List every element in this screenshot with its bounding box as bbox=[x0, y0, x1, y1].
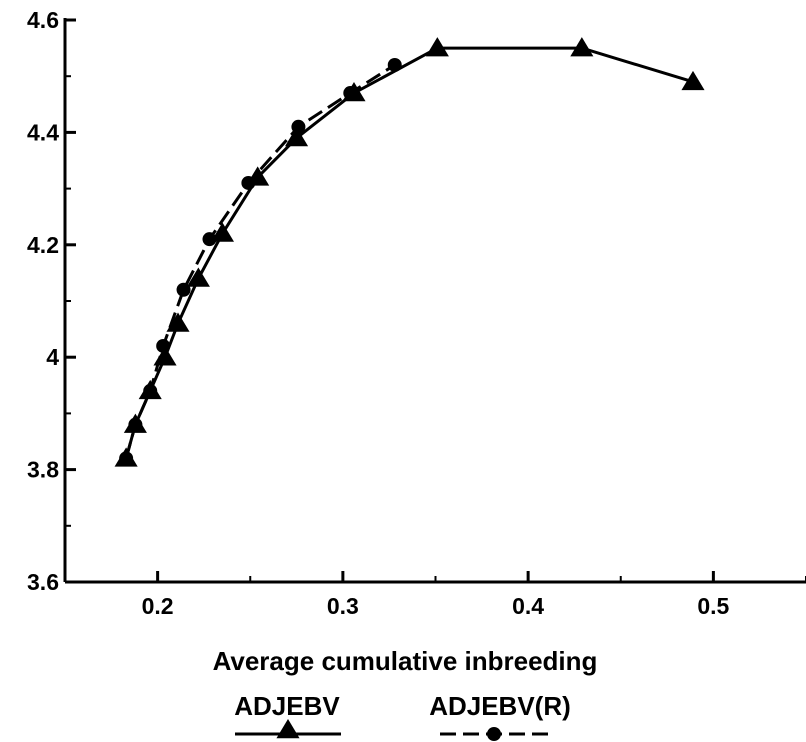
x-tick-label: 0.5 bbox=[697, 593, 729, 619]
series-line bbox=[124, 63, 396, 459]
legend-item: ADJEBV(R) bbox=[429, 691, 571, 741]
data-point-triangle bbox=[681, 70, 705, 91]
data-point-triangle bbox=[425, 37, 449, 57]
y-tick-label: 4 bbox=[46, 344, 59, 370]
data-point-triangle bbox=[166, 312, 190, 332]
data-point-triangle bbox=[138, 379, 162, 400]
legend-marker-triangle bbox=[276, 719, 300, 739]
series-layer bbox=[114, 37, 705, 467]
data-point-triangle bbox=[210, 222, 235, 242]
x-tick-label: 0.2 bbox=[142, 593, 174, 619]
data-point-triangle bbox=[342, 82, 366, 102]
x-tick-label: 0.4 bbox=[512, 593, 544, 619]
y-tick-label: 4.2 bbox=[27, 232, 59, 258]
data-point-triangle bbox=[186, 267, 210, 287]
y-tick-label: 4.6 bbox=[27, 7, 59, 33]
data-point-circle bbox=[202, 232, 217, 247]
data-point-circle bbox=[176, 282, 191, 297]
legend-label: ADJEBV bbox=[234, 691, 340, 721]
legend-label: ADJEBV(R) bbox=[429, 691, 571, 721]
legend: ADJEBV ADJEBV(R) bbox=[234, 691, 571, 741]
series-line bbox=[124, 46, 694, 459]
axes: 3.6 3.8 4 4.2 4.4 4.6 0.2 0.3 0.4 0.5 bbox=[27, 7, 806, 619]
series-adjebv-r bbox=[119, 57, 402, 466]
y-tick-label: 3.8 bbox=[27, 457, 59, 483]
data-point-triangle bbox=[123, 413, 147, 433]
y-tick-label: 4.4 bbox=[27, 119, 59, 145]
y-tick-label: 3.6 bbox=[27, 569, 59, 595]
data-point-triangle bbox=[153, 346, 177, 366]
data-point-triangle bbox=[246, 166, 270, 186]
legend-marker-circle bbox=[487, 727, 501, 741]
legend-item: ADJEBV bbox=[234, 691, 341, 739]
data-point-triangle bbox=[114, 447, 138, 467]
data-point-triangle bbox=[285, 127, 309, 147]
series-adjebv bbox=[114, 37, 705, 467]
data-point-triangle bbox=[570, 37, 594, 57]
x-axis-title: Average cumulative inbreeding bbox=[213, 646, 598, 676]
x-tick-label: 0.3 bbox=[327, 593, 359, 619]
